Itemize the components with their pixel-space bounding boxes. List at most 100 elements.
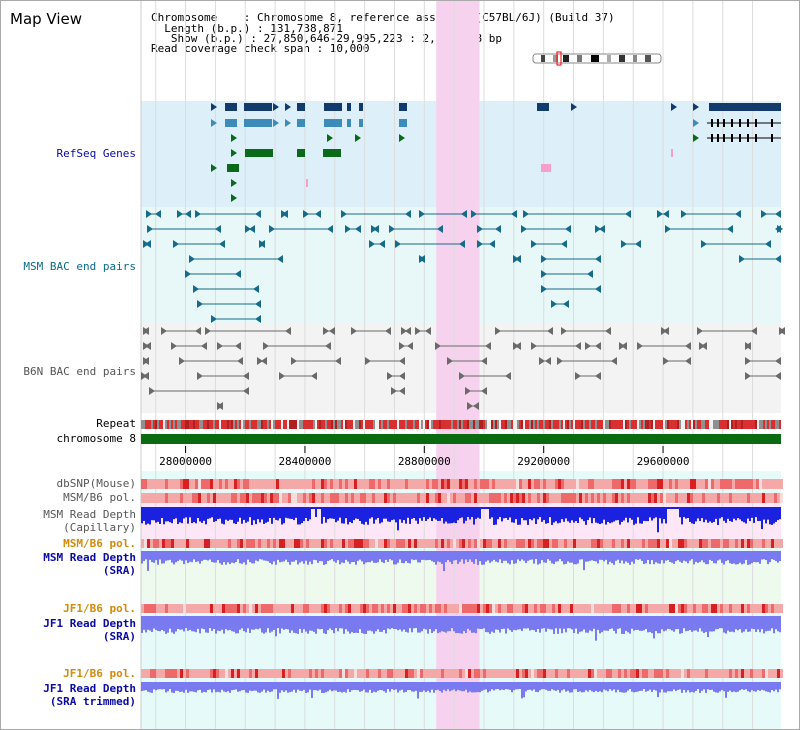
track-label-dbsnp[interactable]: dbSNP(Mouse): [56, 477, 136, 490]
polymorphism-segment: [390, 604, 393, 613]
read-depth-bar: [549, 616, 551, 630]
gene-feature: [347, 103, 351, 111]
read-depth-bar: [407, 616, 409, 633]
read-depth-bar: [459, 616, 461, 634]
track-label-msm-depth-cap[interactable]: MSM Read Depth: [43, 508, 136, 521]
read-depth-bar: [521, 507, 523, 519]
gene-arrow: [231, 134, 237, 142]
polymorphism-segment: [735, 604, 738, 613]
read-depth-bar: [651, 507, 653, 521]
read-depth-bar: [325, 682, 327, 693]
polymorphism-segment: [363, 604, 366, 613]
polymorphism-segment: [693, 479, 696, 489]
read-depth-bar: [489, 682, 491, 692]
repeat-segment: [625, 420, 627, 429]
read-depth-bar: [713, 616, 715, 632]
polymorphism-segment: [315, 493, 318, 503]
track-label-jf1-b6-pol-2[interactable]: JF1/B6 pol.: [63, 667, 136, 680]
polymorphism-segment: [627, 604, 630, 613]
read-depth-bar: [707, 616, 709, 638]
repeat-segment: [153, 420, 155, 429]
polymorphism-segment: [492, 493, 495, 503]
repeat-segment: [449, 420, 451, 429]
polymorphism-segment: [360, 493, 363, 503]
polymorphism-segment: [417, 479, 420, 489]
polymorphism-segment: [183, 604, 186, 613]
polymorphism-segment: [189, 493, 192, 503]
repeat-segment: [665, 420, 667, 429]
read-depth-bar: [505, 551, 507, 561]
repeat-segment: [747, 420, 749, 429]
polymorphism-segment: [558, 479, 561, 489]
gene-arrow: [765, 240, 771, 248]
read-depth-bar: [389, 682, 391, 692]
read-depth-bar: [433, 682, 435, 693]
read-depth-bar: [299, 682, 301, 691]
polymorphism-segment: [399, 669, 402, 678]
read-depth-bar: [147, 507, 149, 524]
polymorphism-segment: [321, 604, 324, 613]
polymorphism-segment: [312, 479, 315, 489]
read-depth-bar: [515, 616, 517, 631]
repeat-segment: [749, 420, 751, 429]
read-depth-bar: [635, 551, 637, 560]
polymorphism-segment: [726, 479, 729, 489]
polymorphism-segment: [624, 479, 627, 489]
read-depth-bar: [651, 682, 653, 692]
gene-arrow: [611, 357, 617, 365]
polymorphism-segment: [204, 604, 207, 613]
read-depth-bar: [529, 551, 531, 560]
repeat-segment: [605, 420, 607, 429]
track-label-jf1-depth-trimmed[interactable]: JF1 Read Depth: [43, 682, 136, 695]
track-label-msm-b6-pol-2[interactable]: MSM/B6 pol.: [63, 537, 136, 550]
polymorphism-segment: [780, 493, 783, 503]
track-label-msm-bac[interactable]: MSM BAC end pairs: [23, 260, 136, 273]
read-depth-bar: [739, 682, 741, 691]
polymorphism-segment: [525, 604, 528, 613]
repeat-segment: [459, 420, 461, 429]
read-depth-bar: [603, 682, 605, 690]
polymorphism-segment: [546, 479, 549, 489]
read-depth-bar: [197, 616, 199, 629]
read-depth-bar: [219, 507, 221, 519]
read-depth-bar: [301, 507, 303, 524]
read-depth-bar: [395, 507, 397, 523]
read-depth-bar: [319, 616, 321, 630]
read-depth-bar: [427, 616, 429, 634]
read-depth-bar: [425, 616, 427, 630]
track-label-jf1-depth-sra[interactable]: JF1 Read Depth: [43, 617, 136, 630]
read-depth-bar: [407, 507, 409, 518]
track-label-msm-b6-pol-1[interactable]: MSM/B6 pol.: [63, 491, 136, 504]
read-depth-bar: [653, 507, 655, 519]
repeat-segment: [737, 420, 739, 429]
track-label-jf1-b6-pol-1[interactable]: JF1/B6 pol.: [63, 602, 136, 615]
read-depth-bar: [177, 616, 179, 629]
read-depth-bar: [229, 682, 231, 693]
track-label-msm-depth-sra[interactable]: MSM Read Depth: [43, 551, 136, 564]
gene-arrow: [379, 240, 385, 248]
polymorphism-segment: [615, 479, 618, 489]
read-depth-bar: [455, 616, 457, 634]
gene-exon: [731, 119, 733, 127]
polymorphism-segment: [729, 479, 732, 489]
polymorphism-segment: [588, 604, 591, 613]
read-depth-bar: [633, 616, 635, 631]
polymorphism-segment: [315, 604, 318, 613]
read-depth-bar: [773, 616, 775, 634]
polymorphism-segment: [693, 604, 696, 613]
read-depth-bar: [759, 616, 761, 633]
repeat-segment: [487, 420, 489, 429]
read-depth-bar: [645, 616, 647, 630]
track-label-b6n-bac[interactable]: B6N BAC end pairs: [23, 365, 136, 378]
polymorphism-segment: [561, 539, 564, 548]
polymorphism-segment: [744, 479, 747, 489]
track-label-refseq-genes[interactable]: RefSeq Genes: [56, 147, 136, 160]
chromosome-ideogram[interactable]: [532, 51, 662, 66]
read-depth-bar: [173, 551, 175, 565]
polymorphism-segment: [606, 669, 609, 678]
read-depth-bar: [229, 551, 231, 565]
polymorphism-segment: [408, 669, 411, 678]
read-depth-bar: [649, 551, 651, 565]
gene-arrow: [395, 240, 401, 248]
